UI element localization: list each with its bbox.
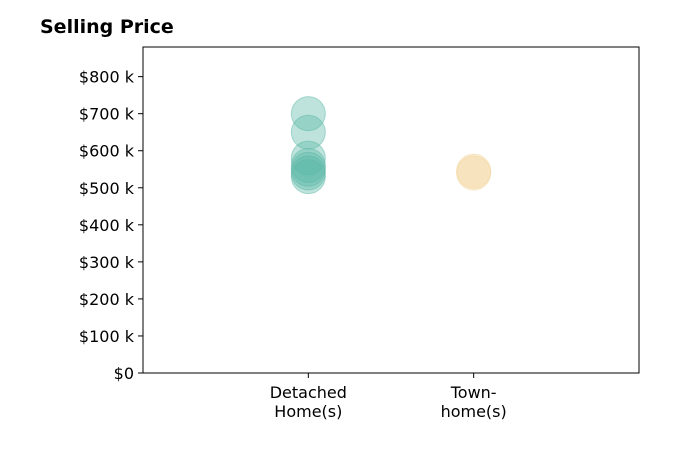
y-axis: $0 $100 k $200 k $300 k $400 k $500 k $600 k $7… (79, 68, 143, 383)
data-point (290, 159, 326, 195)
chart-title: Selling Price (40, 16, 174, 38)
data-point (456, 155, 492, 191)
y-tick-label: $100 k (79, 327, 135, 346)
y-tick-label: $200 k (79, 290, 135, 309)
y-tick-label: $500 k (79, 179, 135, 198)
y-tick-label: $300 k (79, 253, 135, 272)
y-tick-label: $700 k (79, 105, 135, 124)
data-point (290, 114, 326, 150)
plot-frame (142, 46, 640, 374)
y-tick-label: $0 (114, 364, 134, 383)
data-points (290, 96, 492, 195)
data-point (290, 96, 326, 132)
x-tick-label: Detached Home(s) (270, 383, 347, 421)
x-axis: Detached Home(s) Town-home(s) (270, 373, 507, 421)
data-point (290, 140, 326, 176)
y-tick-label: $600 k (79, 142, 135, 161)
x-tick-label: Town-home(s) (441, 383, 507, 421)
y-tick-label: $800 k (79, 68, 135, 87)
y-tick-label: $400 k (79, 216, 135, 235)
